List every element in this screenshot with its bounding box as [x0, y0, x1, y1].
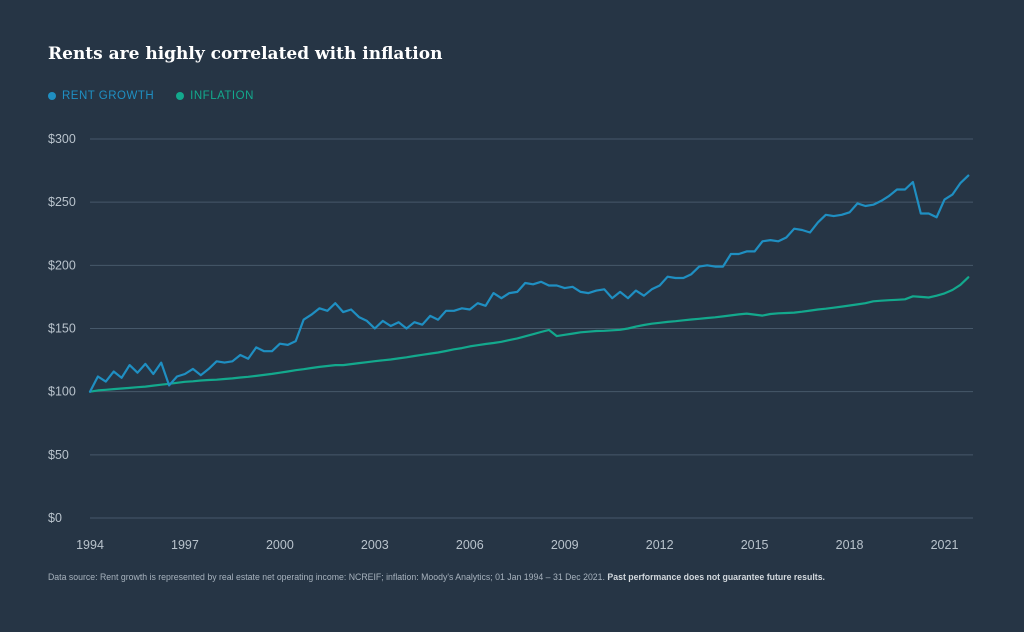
data-source-note: Data source: Rent growth is represented …	[48, 572, 605, 583]
rent-growth-legend-dot	[48, 92, 56, 100]
grid-lines	[90, 138, 973, 519]
x-axis-ticks: 1994 1997 2000 2003 2006 2009 2012 2015 2018 2021	[76, 538, 958, 552]
chart-title: Rents are highly correlated with inflati…	[48, 44, 443, 64]
x-tick-label: 1994	[76, 538, 104, 552]
series-line-rent-growth	[88, 174, 970, 393]
x-tick-label: 2021	[931, 538, 959, 552]
y-tick-label: $100	[48, 385, 76, 399]
inflation-legend-dot	[176, 92, 185, 100]
x-tick-label: 2006	[456, 538, 484, 552]
x-tick-label: 1997	[171, 538, 199, 552]
x-tick-label: 2009	[551, 538, 579, 552]
legend-label-inflation: INFLATION	[190, 90, 254, 102]
y-tick-label: $200	[48, 258, 76, 272]
series-line-inflation	[88, 276, 970, 393]
y-tick-label: $0	[48, 511, 62, 525]
legend-item-rent-growth: RENT GROWTH	[48, 90, 154, 102]
footnote: Data source: Rent growth is represented …	[48, 572, 825, 583]
x-tick-label: 2003	[361, 538, 389, 552]
legend: RENT GROWTH INFLATION	[48, 90, 254, 102]
legend-label-rent-growth: RENT GROWTH	[62, 90, 155, 102]
y-tick-label: $50	[48, 448, 69, 462]
x-tick-label: 2012	[646, 538, 674, 552]
y-tick-label: $250	[48, 195, 76, 209]
y-tick-label: $300	[48, 132, 76, 146]
y-axis-ticks: $0 $50 $100 $150 $200 $250 $300	[48, 132, 76, 525]
y-tick-label: $150	[48, 322, 76, 336]
disclaimer: Past performance does not guarantee futu…	[607, 572, 825, 583]
x-tick-label: 2018	[836, 538, 864, 552]
legend-item-inflation: INFLATION	[176, 90, 254, 102]
x-tick-label: 2000	[266, 538, 294, 552]
x-tick-label: 2015	[741, 538, 769, 552]
series-lines	[88, 174, 970, 393]
